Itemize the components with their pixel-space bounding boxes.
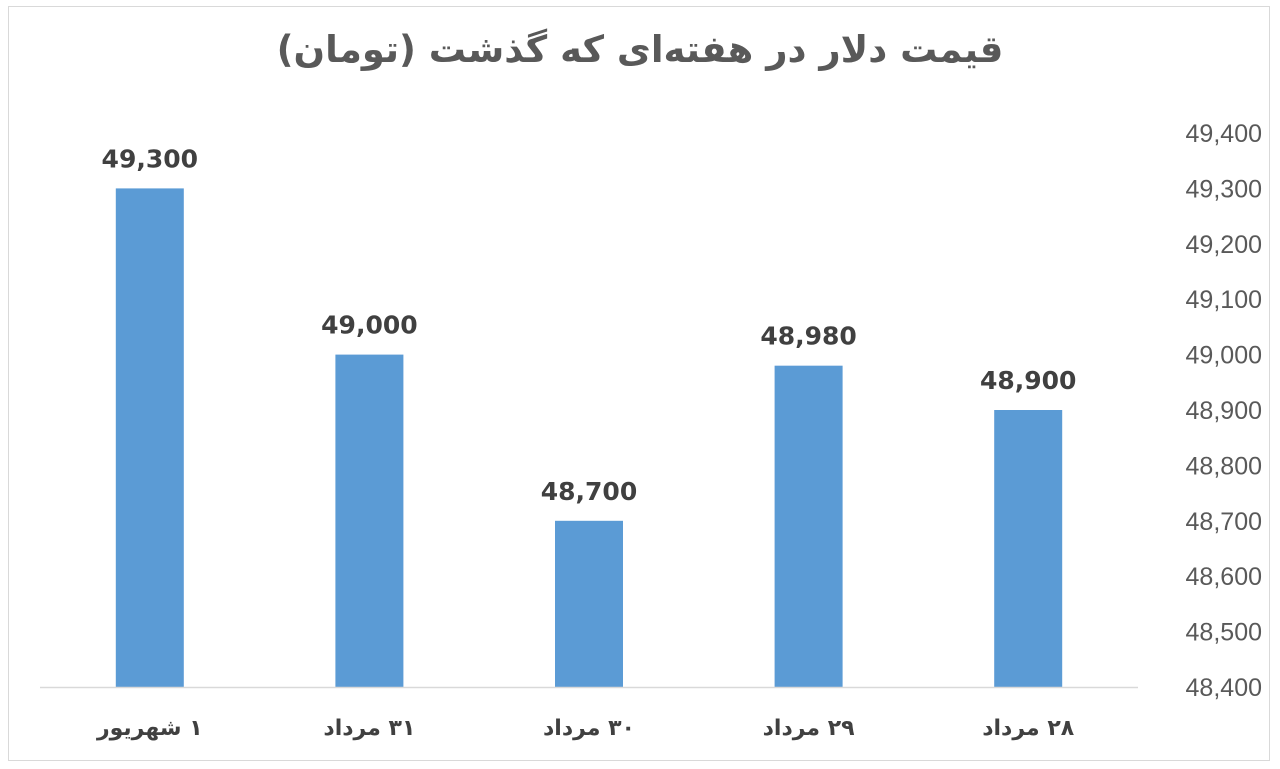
y-axis-ticks: 48,400 48,500 48,600 48,700 48,800 48,900 49,0… — [1186, 120, 1262, 702]
y-tick-label: 48,600 — [1186, 563, 1262, 591]
data-label: 49,000 — [321, 311, 417, 340]
data-label: 48,900 — [980, 366, 1076, 395]
y-tick-label: 48,700 — [1186, 508, 1262, 536]
bar — [555, 520, 623, 687]
chart-title: قیمت دلار در هفته‌ای که گذشت (تومان) — [276, 28, 1004, 71]
y-tick-label: 49,200 — [1186, 231, 1262, 259]
y-tick-label: 49,300 — [1186, 175, 1262, 203]
bars — [115, 188, 1063, 687]
category-labels: ۱ شهریور ۳۱ مرداد ۳۰ مرداد ۲۹ مرداد ۲۸ مرداد — [96, 716, 1075, 741]
bar — [994, 410, 1063, 687]
y-tick-label: 48,800 — [1186, 452, 1262, 480]
data-label: 48,700 — [541, 477, 637, 506]
category-label: ۲۹ مرداد — [763, 716, 855, 741]
y-tick-label: 48,400 — [1186, 674, 1262, 702]
category-label: ۳۱ مرداد — [323, 716, 415, 741]
y-tick-label: 49,100 — [1186, 286, 1262, 314]
bar — [115, 188, 184, 687]
y-tick-label: 49,000 — [1186, 342, 1262, 370]
data-label: 49,300 — [102, 144, 198, 173]
bar — [774, 365, 843, 687]
bar — [335, 354, 404, 687]
y-tick-label: 48,900 — [1186, 397, 1262, 425]
category-label: ۳۰ مرداد — [543, 716, 635, 741]
y-tick-label: 49,400 — [1186, 120, 1262, 148]
data-labels: 49,300 49,000 48,700 48,980 48,900 — [102, 144, 1077, 505]
data-label: 48,980 — [760, 322, 856, 351]
y-tick-label: 48,500 — [1186, 619, 1262, 647]
category-label: ۱ شهریور — [96, 716, 203, 741]
category-label: ۲۸ مرداد — [982, 716, 1075, 741]
